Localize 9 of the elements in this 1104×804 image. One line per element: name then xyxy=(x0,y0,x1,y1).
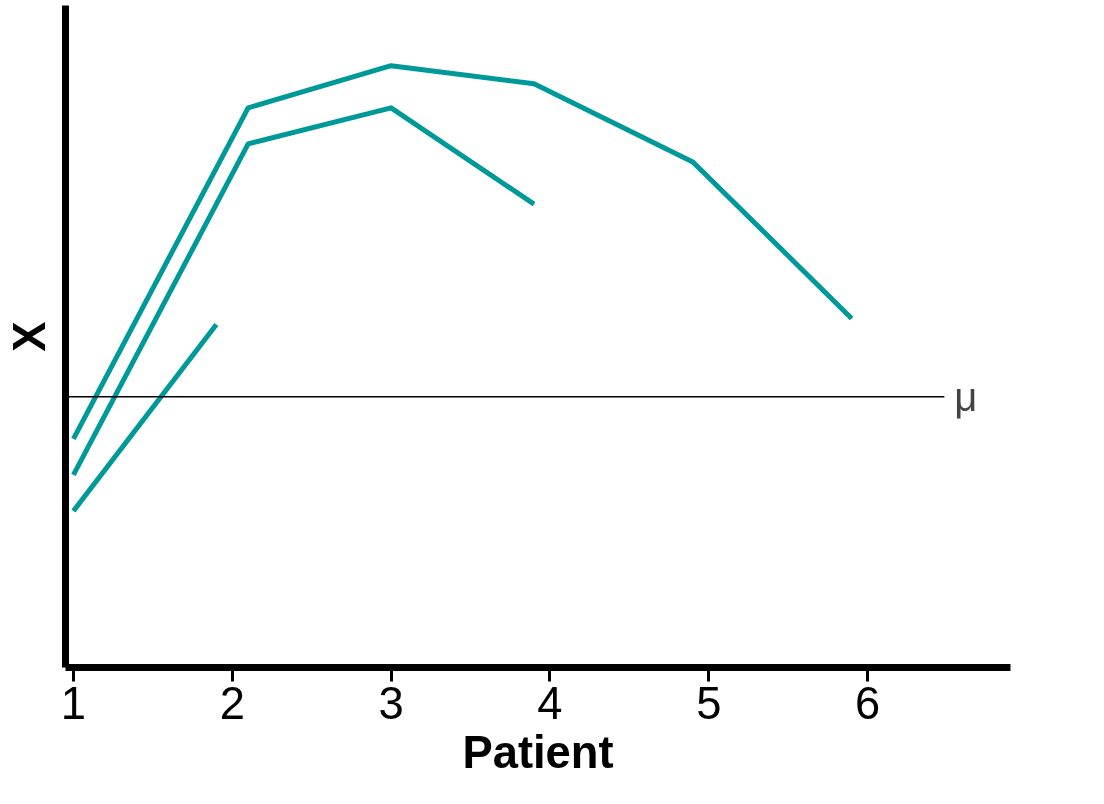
x-tick-label: 1 xyxy=(60,677,87,729)
x-tick-label: 3 xyxy=(378,677,404,729)
y-axis-title: X xyxy=(3,321,55,352)
x-tick-label: 6 xyxy=(854,677,881,729)
x-axis-title: Patient xyxy=(462,726,614,778)
x-tick-label: 4 xyxy=(537,677,563,729)
ref-line-label: μ xyxy=(954,374,978,419)
x-tick-label: 2 xyxy=(219,677,245,729)
x-tick-label: 5 xyxy=(696,677,722,729)
